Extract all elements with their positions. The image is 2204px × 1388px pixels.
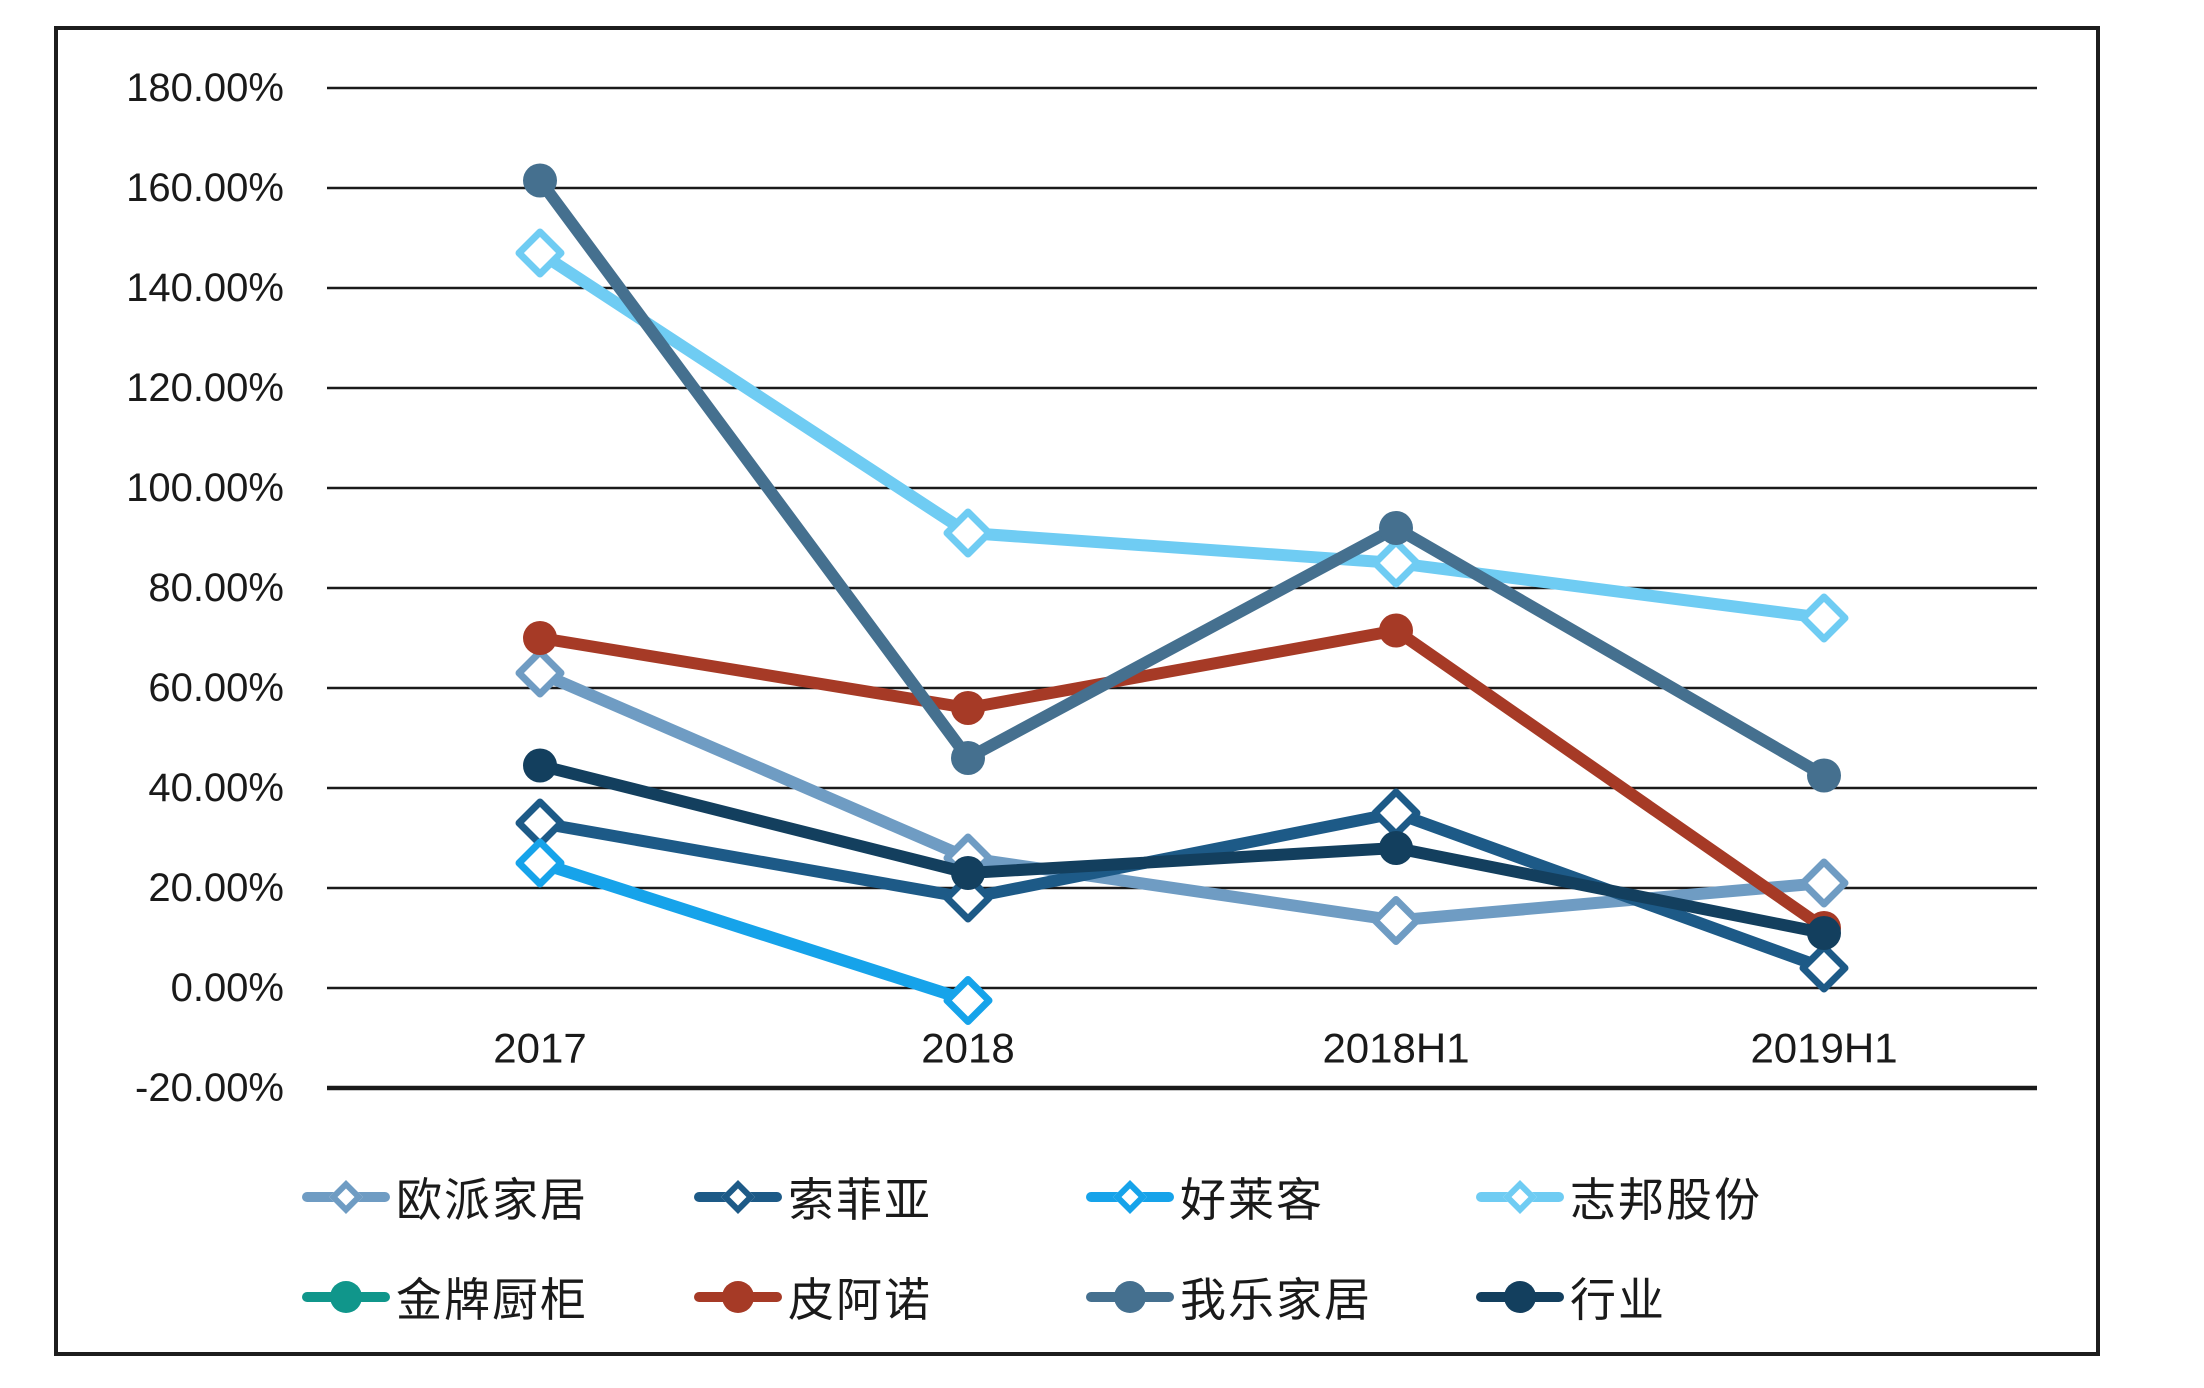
- legend-label: 行业: [1570, 1274, 1666, 1326]
- circle-marker-icon: [1807, 758, 1841, 793]
- legend-swatch: [694, 1281, 782, 1313]
- legend-swatch: [1476, 1281, 1564, 1313]
- legend-swatch: [1476, 1180, 1564, 1214]
- legend-label: 皮阿诺: [788, 1274, 932, 1326]
- y-tick-label: 60.00%: [148, 666, 284, 710]
- circle-marker-icon: [1379, 613, 1413, 648]
- legend-swatch: [302, 1180, 390, 1214]
- legend-label: 我乐家居: [1180, 1274, 1372, 1326]
- legend-label: 欧派家居: [396, 1174, 588, 1226]
- diamond-marker-icon: [1371, 788, 1421, 838]
- diamond-marker-icon: [721, 1180, 755, 1214]
- series-line: [534, 624, 1830, 934]
- diamond-marker-icon: [943, 508, 993, 558]
- circle-marker-icon: [951, 741, 985, 775]
- series-line: [534, 759, 1830, 939]
- y-tick-label: 0.00%: [171, 966, 284, 1010]
- diamond-marker-icon: [943, 873, 993, 923]
- legend-label: 好莱客: [1180, 1174, 1324, 1226]
- chart-legend: 欧派家居 索菲亚 好莱客 志邦股份 金牌厨柜 皮阿诺 我乐家居 行业: [302, 1163, 1896, 1331]
- circle-marker-icon: [1807, 916, 1841, 950]
- circle-marker-icon: [1114, 1281, 1146, 1313]
- circle-marker-icon: [523, 748, 557, 783]
- y-tick-label: -20.00%: [135, 1066, 284, 1110]
- legend-item: 皮阿诺: [694, 1263, 1086, 1331]
- legend-item: 金牌厨柜: [302, 1263, 694, 1331]
- legend-item: 欧派家居: [302, 1163, 694, 1231]
- y-tick-label: 180.00%: [126, 66, 284, 110]
- diamond-marker-icon: [1371, 896, 1421, 945]
- x-tick-label: 2017: [493, 1025, 586, 1072]
- legend-item: 志邦股份: [1476, 1163, 1896, 1231]
- circle-marker-icon: [330, 1281, 362, 1313]
- y-tick-label: 140.00%: [126, 266, 284, 310]
- diamond-marker-icon: [1799, 943, 1849, 993]
- diamond-marker-icon: [943, 976, 993, 1025]
- legend-item: 好莱客: [1086, 1163, 1476, 1231]
- diamond-marker-icon: [329, 1180, 363, 1214]
- legend-label: 金牌厨柜: [396, 1274, 588, 1326]
- series-line: [534, 857, 974, 1007]
- legend-label: 志邦股份: [1570, 1174, 1762, 1226]
- circle-marker-icon: [722, 1281, 754, 1313]
- x-tick-label: 2018H1: [1322, 1025, 1469, 1072]
- diamond-marker-icon: [1799, 858, 1849, 908]
- series-line: [534, 247, 1830, 624]
- diamond-marker-icon: [515, 228, 565, 278]
- y-tick-label: 40.00%: [148, 766, 284, 810]
- diamond-marker-icon: [1799, 593, 1849, 643]
- circle-marker-icon: [1379, 831, 1413, 865]
- y-tick-label: 20.00%: [148, 866, 284, 910]
- circle-marker-icon: [951, 856, 985, 890]
- series-line: [534, 174, 1830, 782]
- circle-marker-icon: [523, 621, 557, 655]
- y-tick-label: 120.00%: [126, 366, 284, 410]
- legend-swatch: [694, 1180, 782, 1214]
- legend-swatch: [1086, 1281, 1174, 1313]
- diamond-marker-icon: [515, 798, 565, 848]
- diamond-marker-icon: [515, 838, 565, 888]
- series-line: [534, 667, 1830, 927]
- circle-marker-icon: [1504, 1281, 1536, 1313]
- x-tick-label: 2019H1: [1750, 1025, 1897, 1072]
- legend-swatch: [302, 1281, 390, 1313]
- diamond-marker-icon: [1503, 1180, 1537, 1214]
- legend-label: 索菲亚: [788, 1174, 932, 1226]
- y-tick-label: 160.00%: [126, 166, 284, 210]
- diamond-marker-icon: [1113, 1180, 1147, 1214]
- y-tick-label: 100.00%: [126, 466, 284, 510]
- circle-marker-icon: [1379, 511, 1413, 545]
- x-tick-label: 2018: [921, 1025, 1014, 1072]
- circle-marker-icon: [523, 163, 557, 198]
- legend-item: 索菲亚: [694, 1163, 1086, 1231]
- legend-item: 我乐家居: [1086, 1263, 1476, 1331]
- diamond-marker-icon: [1371, 538, 1421, 588]
- legend-item: 行业: [1476, 1263, 1896, 1331]
- circle-marker-icon: [951, 691, 985, 725]
- legend-swatch: [1086, 1180, 1174, 1214]
- diamond-marker-icon: [515, 648, 565, 698]
- y-tick-label: 80.00%: [148, 566, 284, 610]
